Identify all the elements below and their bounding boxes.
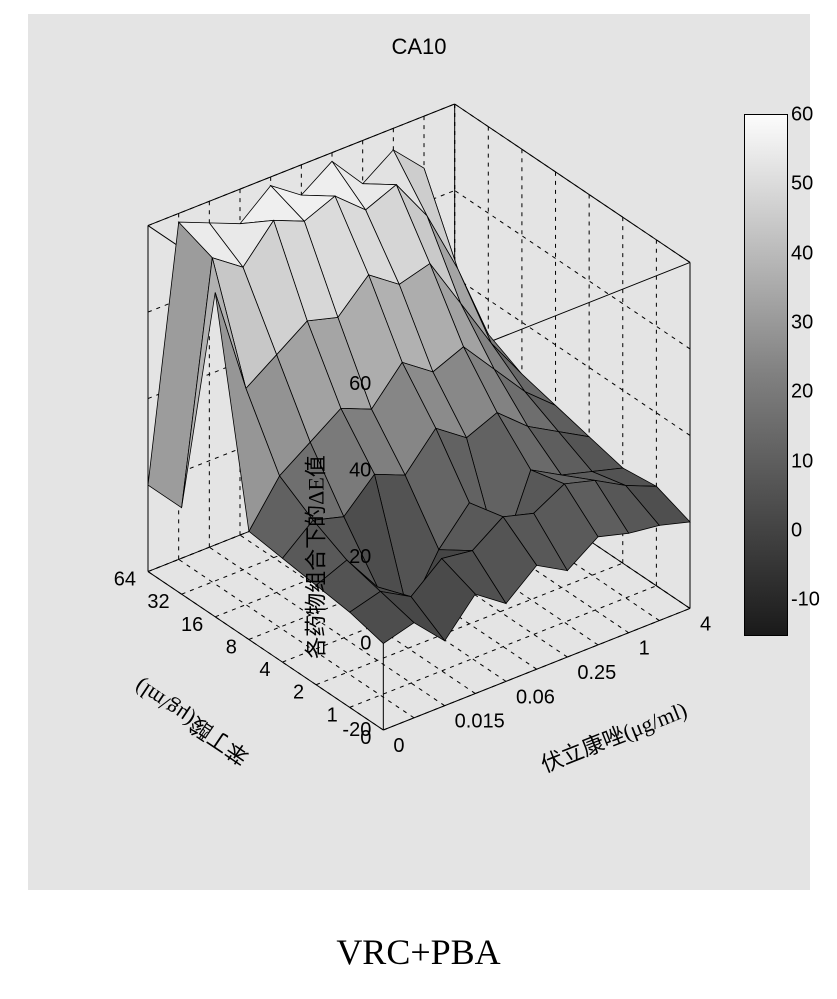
z-axis-label: 各药物组合下的ΔE值 <box>303 455 328 659</box>
svg-text:64: 64 <box>114 569 136 591</box>
colorbar-tick: 60 <box>791 104 813 127</box>
figure-container: CA10 -2002040600124816326400.0150.060.25… <box>0 0 837 999</box>
svg-text:20: 20 <box>349 546 371 568</box>
svg-text:40: 40 <box>349 460 371 482</box>
svg-text:0.25: 0.25 <box>577 662 616 684</box>
svg-text:0.015: 0.015 <box>455 711 505 733</box>
colorbar-tick: 0 <box>791 520 802 543</box>
svg-text:8: 8 <box>226 636 237 658</box>
svg-text:1: 1 <box>327 704 338 726</box>
svg-text:0: 0 <box>360 727 371 749</box>
colorbar-tick: 10 <box>791 450 813 473</box>
svg-text:0: 0 <box>393 735 404 757</box>
figure-caption: VRC+PBA <box>0 931 837 973</box>
colorbar-tick: 50 <box>791 173 813 196</box>
surface-3d-chart: -2002040600124816326400.0150.060.2514各药物… <box>28 14 810 890</box>
plot-panel: CA10 -2002040600124816326400.0150.060.25… <box>28 14 810 890</box>
svg-text:4: 4 <box>259 659 270 681</box>
svg-text:60: 60 <box>349 373 371 395</box>
colorbar-tick: 30 <box>791 312 813 335</box>
colorbar-tick: 40 <box>791 242 813 265</box>
svg-text:0: 0 <box>360 633 371 655</box>
colorbar: -100102030405060 <box>744 114 788 636</box>
svg-text:0.06: 0.06 <box>516 686 555 708</box>
svg-text:16: 16 <box>181 614 203 636</box>
surface <box>148 150 690 644</box>
colorbar-tick: -10 <box>791 589 820 612</box>
svg-text:2: 2 <box>293 682 304 704</box>
svg-text:32: 32 <box>147 591 169 613</box>
colorbar-tick: 20 <box>791 381 813 404</box>
svg-text:1: 1 <box>639 638 650 660</box>
x-axis-label: 伏立康唑(μg/ml) <box>537 697 690 777</box>
svg-text:4: 4 <box>700 613 711 635</box>
y-axis-label: 苯丁酸(μg/ml) <box>129 675 253 770</box>
